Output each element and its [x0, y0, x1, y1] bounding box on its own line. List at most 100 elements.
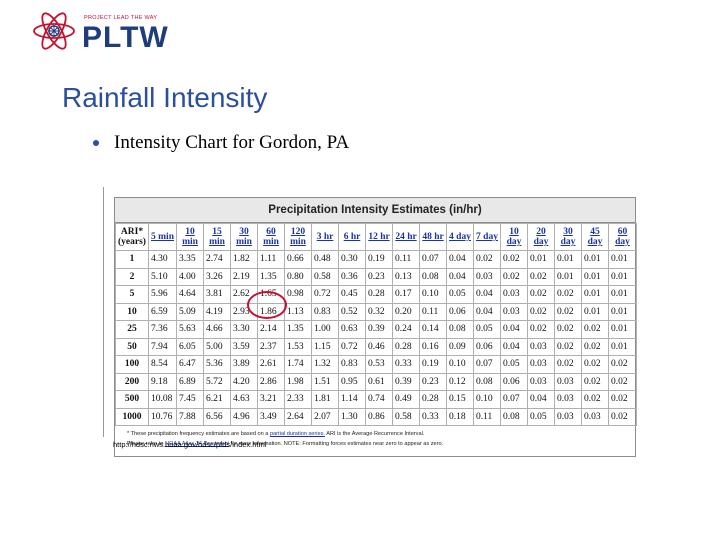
- ari-cell: 2: [115, 267, 149, 286]
- duration-header[interactable]: 45 day: [581, 223, 609, 251]
- intensity-cell: 0.01: [608, 337, 637, 356]
- duration-header-text[interactable]: day: [587, 237, 603, 247]
- ari-cell: 25: [115, 320, 149, 339]
- ari-header-line1: ARI*: [120, 227, 144, 237]
- duration-header[interactable]: 60 min: [257, 223, 285, 251]
- partial-duration-series-link[interactable]: partial duration series.: [269, 431, 325, 437]
- intensity-cell: 0.23: [365, 267, 393, 286]
- duration-header-text[interactable]: 10: [509, 227, 519, 237]
- intensity-cell: 0.16: [419, 337, 447, 356]
- duration-header-text[interactable]: day: [560, 237, 576, 247]
- intensity-cell: 0.02: [473, 250, 501, 269]
- duration-header[interactable]: 10 min: [176, 223, 204, 251]
- intensity-cell: 0.09: [446, 337, 474, 356]
- duration-header-text[interactable]: min: [263, 237, 279, 247]
- intensity-cell: 0.48: [311, 250, 339, 269]
- noaa-atlas-link[interactable]: NOAA Atlas 14 Document: [164, 441, 229, 447]
- duration-header[interactable]: 20 day: [527, 223, 555, 251]
- table-row: 100 8.54 6.47 5.36 3.89 2.61 1.74 1.32 0.83 0.53 0…: [115, 355, 637, 374]
- intensity-cell: 0.07: [500, 390, 528, 409]
- intensity-cell: 7.94: [148, 337, 177, 356]
- intensity-cell: 0.45: [338, 285, 366, 304]
- intensity-cell: 0.58: [311, 267, 339, 286]
- duration-header[interactable]: 60 day: [608, 223, 637, 251]
- duration-header[interactable]: 7 day: [473, 223, 501, 251]
- intensity-table-frame: Precipitation Intensity Estimates (in/hr…: [114, 197, 637, 457]
- duration-header-text[interactable]: min: [209, 237, 225, 247]
- ari-cell: 100: [115, 355, 149, 374]
- source-url[interactable]: http://hdsc.nws.noaa.gov/hdsc/pfds/index…: [113, 440, 267, 449]
- intensity-cell: 0.15: [446, 390, 474, 409]
- duration-header-text[interactable]: day: [506, 237, 522, 247]
- duration-header[interactable]: 12 hr: [365, 223, 393, 251]
- duration-header-text[interactable]: 20: [536, 227, 546, 237]
- duration-header[interactable]: 6 hr: [338, 223, 366, 251]
- intensity-cell: 0.19: [365, 250, 393, 269]
- duration-header-text[interactable]: 30: [563, 227, 573, 237]
- intensity-cell: 0.13: [392, 267, 420, 286]
- intensity-cell: 2.64: [284, 407, 312, 426]
- intensity-cell: 0.08: [500, 407, 528, 426]
- duration-header-text[interactable]: 30: [239, 227, 249, 237]
- duration-header[interactable]: 30 min: [230, 223, 258, 251]
- intensity-cell: 1.53: [284, 337, 312, 356]
- duration-header-text[interactable]: 10: [185, 227, 195, 237]
- ari-cell: 1000: [115, 407, 149, 426]
- atom-icon: [33, 12, 75, 50]
- intensity-cell: 0.06: [500, 372, 528, 391]
- duration-header-text[interactable]: 24 hr: [395, 232, 417, 242]
- intensity-cell: 3.81: [203, 285, 231, 304]
- duration-header[interactable]: 10 day: [500, 223, 528, 251]
- intensity-cell: 0.03: [527, 337, 555, 356]
- duration-header-text[interactable]: 48 hr: [422, 232, 444, 242]
- intensity-cell: 0.02: [527, 267, 555, 286]
- duration-header-text[interactable]: day: [533, 237, 549, 247]
- ari-cell: 1: [115, 250, 149, 269]
- duration-header-text[interactable]: min: [182, 237, 198, 247]
- intensity-cell: 0.12: [446, 372, 474, 391]
- intensity-cell: 3.30: [230, 320, 258, 339]
- duration-header-text[interactable]: min: [236, 237, 252, 247]
- duration-header-text[interactable]: 60: [266, 227, 276, 237]
- duration-header-text[interactable]: 5 min: [151, 232, 174, 242]
- intensity-cell: 5.09: [176, 302, 204, 321]
- duration-header[interactable]: 3 hr: [311, 223, 339, 251]
- intensity-cell: 0.66: [284, 250, 312, 269]
- duration-header-text[interactable]: 15: [212, 227, 222, 237]
- intensity-cell: 4.20: [230, 372, 258, 391]
- intensity-cell: 5.00: [203, 337, 231, 356]
- duration-header-text[interactable]: 60: [617, 227, 628, 237]
- table-row: 1 4.30 3.35 2.74 1.82 1.11 0.66 0.48 0.30 0.19 0.1…: [115, 250, 637, 269]
- duration-header[interactable]: 120 min: [284, 223, 312, 251]
- intensity-cell: 0.20: [392, 302, 420, 321]
- intensity-cell: 0.36: [338, 267, 366, 286]
- duration-header-text[interactable]: min: [290, 237, 306, 247]
- duration-header-text[interactable]: 6 hr: [343, 232, 361, 242]
- intensity-cell: 1.13: [284, 302, 312, 321]
- duration-header-text[interactable]: day: [615, 237, 630, 247]
- duration-header-text[interactable]: 7 day: [476, 232, 498, 242]
- duration-header[interactable]: 4 day: [446, 223, 474, 251]
- duration-header-text[interactable]: 12 hr: [368, 232, 390, 242]
- duration-header[interactable]: 30 day: [554, 223, 582, 251]
- table-footnotes: * These precipitation frequency estimate…: [115, 426, 635, 456]
- intensity-cell: 0.02: [581, 372, 609, 391]
- intensity-cell: 4.66: [203, 320, 231, 339]
- duration-header[interactable]: 24 hr: [392, 223, 420, 251]
- duration-header-text[interactable]: 120: [290, 227, 306, 237]
- intensity-cell: 0.32: [365, 302, 393, 321]
- duration-header[interactable]: 5 min: [148, 223, 177, 251]
- intensity-cell: 0.02: [554, 302, 582, 321]
- intensity-cell: 0.01: [608, 320, 637, 339]
- duration-header-text[interactable]: 4 day: [449, 232, 471, 242]
- duration-header[interactable]: 15 min: [203, 223, 231, 251]
- duration-header-text[interactable]: 45: [590, 227, 600, 237]
- intensity-cell: 0.83: [338, 355, 366, 374]
- intensity-cell: 0.04: [473, 285, 501, 304]
- duration-header[interactable]: 48 hr: [419, 223, 447, 251]
- intensity-cell: 0.06: [473, 337, 501, 356]
- intensity-cell: 0.58: [392, 407, 420, 426]
- duration-header-text[interactable]: 3 hr: [316, 232, 334, 242]
- intensity-cell: 0.02: [581, 390, 609, 409]
- intensity-cell: 0.04: [446, 250, 474, 269]
